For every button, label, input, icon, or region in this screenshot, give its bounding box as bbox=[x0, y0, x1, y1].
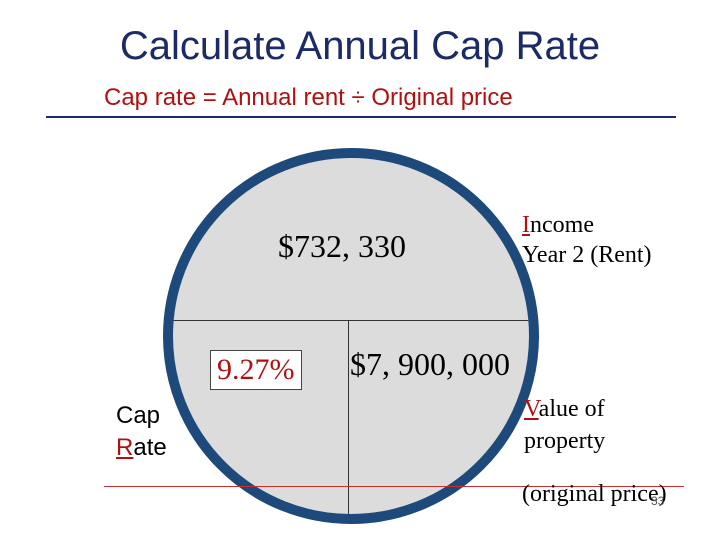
property-value: $7, 900, 000 bbox=[350, 346, 510, 382]
page-number: 33 bbox=[651, 494, 665, 508]
value-label: Value of property bbox=[524, 393, 605, 457]
income-label-rest: ncome bbox=[530, 212, 594, 238]
cap-rate-label-rest: ate bbox=[133, 434, 167, 461]
income-label: Income Year 2 (Rent) bbox=[522, 210, 652, 270]
circle-horizontal-divider bbox=[173, 320, 529, 321]
cap-rate-label-lead: R bbox=[116, 434, 134, 461]
circle-vertical-divider bbox=[348, 320, 349, 514]
slide-subtitle: Cap rate = Annual rent ÷ Original price bbox=[104, 84, 513, 111]
slide-title: Calculate Annual Cap Rate bbox=[119, 24, 601, 68]
formula-circle bbox=[163, 148, 539, 524]
value-label-line2: property bbox=[524, 428, 606, 454]
cap-rate-label-line1: Cap bbox=[116, 402, 161, 429]
value-label-rest: alue of bbox=[538, 396, 605, 422]
income-label-line2: Year 2 (Rent) bbox=[522, 242, 652, 268]
cap-rate-label: Cap Rate bbox=[116, 400, 167, 464]
footer-divider bbox=[104, 486, 684, 487]
income-label-lead: I bbox=[522, 212, 530, 238]
title-divider bbox=[46, 116, 676, 118]
value-label-lead: V bbox=[524, 396, 539, 422]
cap-rate-value: 9.27% bbox=[210, 350, 302, 390]
income-value: $732, 330 bbox=[278, 228, 406, 264]
original-price-label: (original price) bbox=[522, 481, 667, 507]
